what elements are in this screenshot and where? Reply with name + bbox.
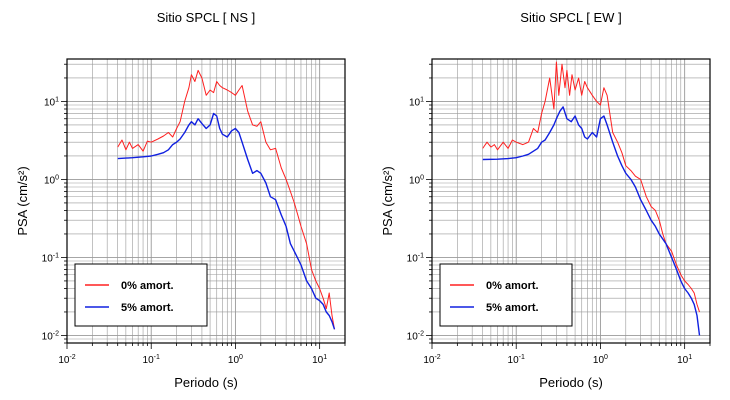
y-axis-label: PSA (cm/s²) [380,166,395,235]
legend-label: 0% amort. [121,280,174,292]
legend: 0% amort. 5% amort. [74,263,208,327]
x-axis-label: Periodo (s) [539,375,603,390]
y-tick-label: 101 [44,96,59,108]
chart-title: Sitio SPCL [ NS ] [157,10,256,25]
x-tick-label: 101 [312,354,327,366]
chart-panel-2: 10-2 10-1 100 101 10-2 10-1 100 101 Sitio SPCL [… [380,10,711,390]
x-tick-label: 100 [593,354,608,366]
y-tick-label: 100 [409,174,424,186]
legend-box [439,263,573,327]
plot-frame [66,58,346,344]
series-line-damping-5 [482,106,701,336]
chart-panel-1: 10-2 10-1 100 101 10-2 10-1 100 101 Sitio SPCL [… [15,10,346,390]
axis-ticks [426,63,711,349]
legend-box [74,263,208,327]
plot-frame [431,58,711,344]
y-tick-label: 10-2 [42,330,59,342]
y-tick-label: 101 [409,96,424,108]
axis-ticks [61,63,346,349]
y-tick-label: 10-1 [407,252,424,264]
x-tick-label: 10-2 [58,354,75,366]
y-axis-label: PSA (cm/s²) [15,166,30,235]
chart-title: Sitio SPCL [ EW ] [520,10,621,25]
legend-label: 5% amort. [486,302,539,314]
y-tick-label: 10-1 [42,252,59,264]
legend-label: 0% amort. [486,280,539,292]
series-line-damping-5 [117,112,336,330]
y-tick-label: 10-2 [407,330,424,342]
legend: 0% amort. 5% amort. [439,263,573,327]
x-tick-label: 10-1 [143,354,160,366]
x-tick-label: 100 [228,354,243,366]
x-tick-label: 101 [677,354,692,366]
legend-label: 5% amort. [121,302,174,314]
x-tick-label: 10-1 [508,354,525,366]
x-axis-label: Periodo (s) [174,375,238,390]
y-tick-label: 100 [44,174,59,186]
x-tick-label: 10-2 [423,354,440,366]
series-line-damping-0 [117,69,335,330]
